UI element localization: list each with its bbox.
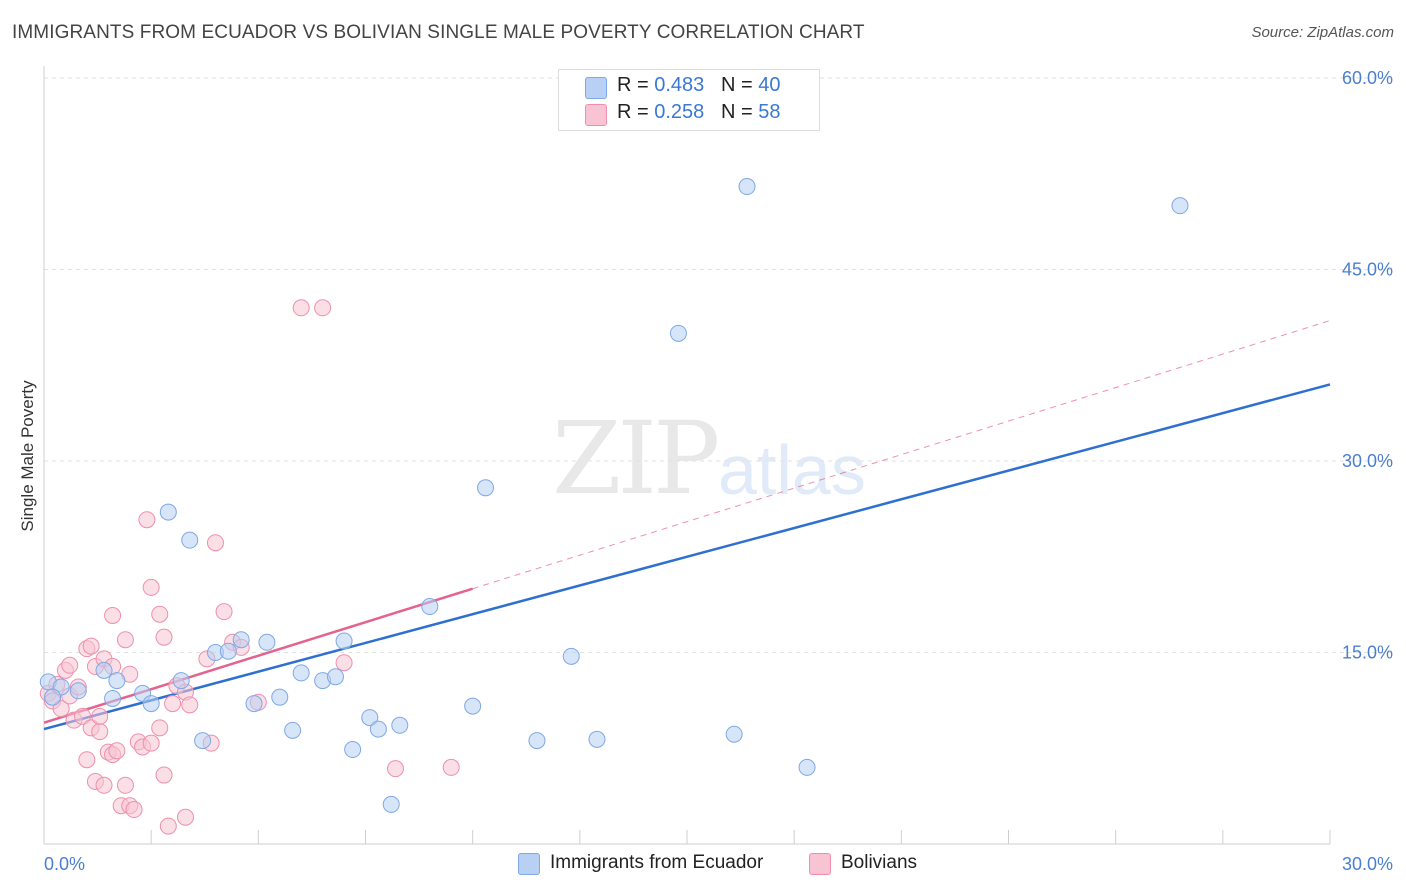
bolivian-r-label: R =: [617, 101, 655, 123]
bolivian-point: [78, 751, 96, 769]
ecuador-point: [464, 697, 482, 715]
ecuador-point: [219, 642, 237, 660]
ecuador-point: [44, 688, 62, 706]
ecuador-point: [369, 720, 387, 738]
data-points: [39, 178, 1189, 835]
ecuador-point: [738, 178, 756, 196]
ecuador-n-value: 40: [758, 74, 781, 96]
bolivian-point: [125, 801, 143, 819]
bolivian-point: [91, 707, 109, 725]
bottom-ecuador-label: Immigrants from Ecuador: [550, 852, 764, 873]
bolivian-point: [159, 817, 177, 835]
bolivian-point: [116, 776, 134, 794]
bolivian-point: [215, 603, 233, 621]
ecuador-point: [382, 795, 400, 813]
ecuador-point: [326, 668, 344, 686]
bolivian-point: [387, 760, 405, 778]
bolivian-point: [442, 758, 460, 776]
ecuador-r-value: 0.483: [654, 74, 705, 96]
ecuador-point: [108, 672, 126, 690]
ecuador-point: [335, 632, 353, 650]
bolivian-point: [335, 654, 353, 672]
bolivian-point: [314, 299, 332, 317]
bolivian-swatch: [585, 104, 607, 126]
ecuador-point: [104, 689, 122, 707]
watermark-atlas: atlas: [718, 431, 866, 509]
bolivian-point: [116, 631, 134, 649]
y-tick-label: 15.0%: [1342, 643, 1393, 663]
ecuador-point: [271, 688, 289, 706]
ecuador-point: [421, 598, 439, 616]
ecuador-point: [232, 631, 250, 649]
bolivian-point: [155, 766, 173, 784]
bolivian-n-value: 58: [758, 101, 781, 123]
ecuador-point: [172, 672, 190, 690]
bolivian-point: [74, 707, 92, 725]
bolivian-point: [108, 742, 126, 760]
bolivian-point: [151, 605, 169, 623]
bolivian-n-label: N =: [720, 101, 759, 123]
ecuador-r-label: R =: [617, 74, 655, 96]
bolivian-point: [155, 628, 173, 646]
ecuador-point: [159, 503, 177, 521]
x-tick-label: 0.0%: [44, 854, 85, 874]
bolivian-point: [91, 723, 109, 741]
ecuador-point: [95, 661, 113, 679]
source-label: Source: ZipAtlas.com: [1251, 24, 1394, 41]
ecuador-point: [69, 682, 87, 700]
x-tick-label: 30.0%: [1342, 854, 1393, 874]
y-tick-label: 45.0%: [1342, 260, 1393, 280]
ecuador-point: [588, 730, 606, 748]
bottom-bolivian-swatch: [809, 853, 831, 875]
bolivian-point: [95, 776, 113, 794]
ecuador-point: [1171, 197, 1189, 215]
ecuador-point: [477, 479, 495, 497]
trend-lines: [43, 320, 1331, 731]
bolivian-point: [292, 299, 310, 317]
bottom-ecuador-swatch: [518, 853, 540, 875]
ecuador-point: [798, 758, 816, 776]
bolivian-r-value: 0.258: [654, 101, 705, 123]
correlation-legend: R = 0.483 N = 40 R = 0.258 N = 58: [558, 69, 820, 131]
bolivian-point: [181, 696, 199, 714]
ecuador-point: [391, 716, 409, 734]
bolivian-point: [142, 734, 160, 752]
axes: [43, 66, 1331, 845]
ecuador-point: [361, 709, 379, 727]
bolivian-point: [164, 695, 182, 713]
bolivian-point: [61, 656, 79, 674]
y-tick-label: 60.0%: [1342, 68, 1393, 88]
ecuador-n-label: N =: [720, 74, 759, 96]
ecuador-point: [258, 633, 276, 651]
ecuador-point: [562, 647, 580, 665]
ecuador-point: [292, 664, 310, 682]
ecuador-trend-line: [43, 383, 1331, 731]
bolivian-point: [206, 534, 224, 552]
y-tick-label: 30.0%: [1342, 451, 1393, 471]
ecuador-point: [181, 531, 199, 549]
bolivian-point: [142, 578, 160, 596]
bolivian-point: [104, 606, 122, 624]
ecuador-point: [725, 725, 743, 743]
bolivian-point: [138, 511, 156, 529]
ecuador-point: [344, 741, 362, 759]
ecuador-point: [669, 324, 687, 342]
bottom-bolivian-label: Bolivians: [841, 852, 918, 873]
ecuador-point: [245, 695, 263, 713]
ecuador-point: [142, 695, 160, 713]
bolivian-point: [151, 719, 169, 737]
bolivian-point: [82, 637, 100, 655]
gridlines: [44, 77, 1395, 653]
bolivian-point: [176, 808, 194, 826]
chart-title: IMMIGRANTS FROM ECUADOR VS BOLIVIAN SING…: [12, 22, 865, 43]
tick-labels: 15.0% 30.0% 45.0% 60.0% 0.0% 30.0%: [44, 68, 1393, 874]
ecuador-point: [194, 732, 212, 750]
watermark-zip: ZIP: [552, 400, 720, 517]
bolivian-trend-dashed: [472, 320, 1331, 590]
ecuador-point: [284, 721, 302, 739]
bolivian-point: [52, 700, 70, 718]
ecuador-point: [528, 732, 546, 750]
ecuador-swatch: [585, 77, 607, 99]
